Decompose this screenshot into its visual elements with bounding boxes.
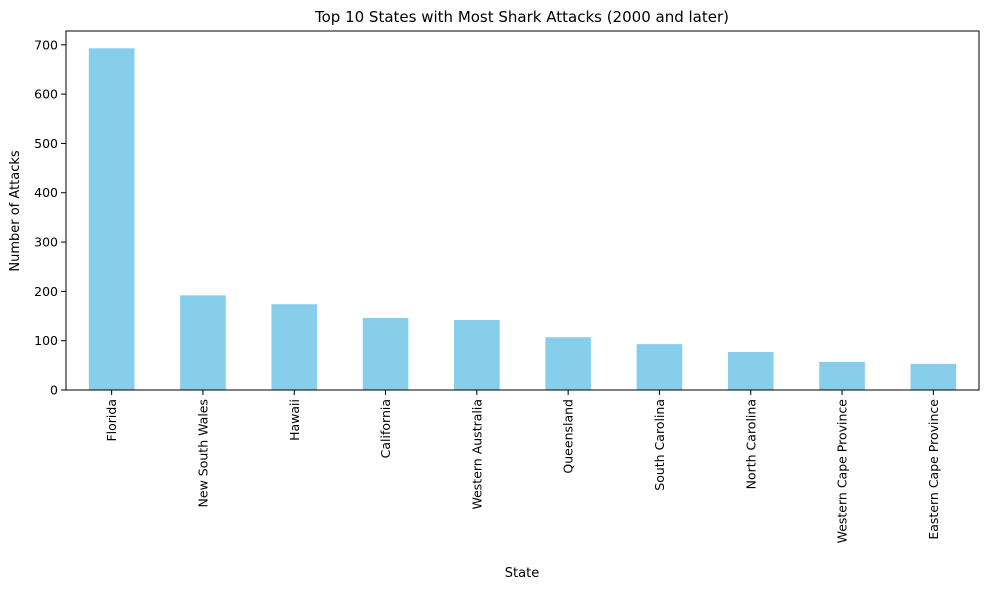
chart-title: Top 10 States with Most Shark Attacks (2… xyxy=(314,8,729,26)
bar xyxy=(454,319,500,390)
y-tick-label: 400 xyxy=(34,185,58,200)
x-tick-label: South Carolina xyxy=(652,399,667,491)
bar xyxy=(88,48,135,391)
bar xyxy=(180,295,226,390)
y-tick-label: 500 xyxy=(34,136,58,151)
x-tick-label: California xyxy=(378,399,393,458)
x-tick-label: Queensland xyxy=(561,399,576,474)
plot-frame xyxy=(65,30,980,391)
y-tick-label: 700 xyxy=(34,37,58,52)
y-tick-label: 200 xyxy=(34,284,58,299)
x-tick-label: North Carolina xyxy=(743,399,758,489)
y-axis-label: Number of Attacks xyxy=(8,150,23,272)
x-axis-label: State xyxy=(505,566,539,581)
bar xyxy=(636,344,683,390)
y-tick-label: 0 xyxy=(50,383,58,398)
x-axis: Florida New South Wales Hawaii California We… xyxy=(104,390,941,543)
y-tick-label: 600 xyxy=(34,87,58,102)
bar xyxy=(910,363,957,390)
bar xyxy=(727,352,774,390)
bar xyxy=(362,318,409,390)
x-tick-label: New South Wales xyxy=(195,399,210,507)
y-tick-label: 100 xyxy=(34,333,58,348)
x-tick-label: Western Cape Province xyxy=(835,399,850,544)
x-tick-label: Western Australia xyxy=(469,399,484,510)
bar xyxy=(819,361,865,390)
bar xyxy=(271,304,318,390)
x-tick-label: Hawaii xyxy=(287,399,302,441)
y-axis: 0 100 200 300 400 500 600 700 xyxy=(34,37,66,398)
plot-area xyxy=(65,30,980,391)
x-tick-label: Eastern Cape Province xyxy=(926,399,941,540)
x-tick-label: Florida xyxy=(104,399,119,442)
y-tick-label: 300 xyxy=(34,235,58,250)
bar xyxy=(545,337,591,390)
